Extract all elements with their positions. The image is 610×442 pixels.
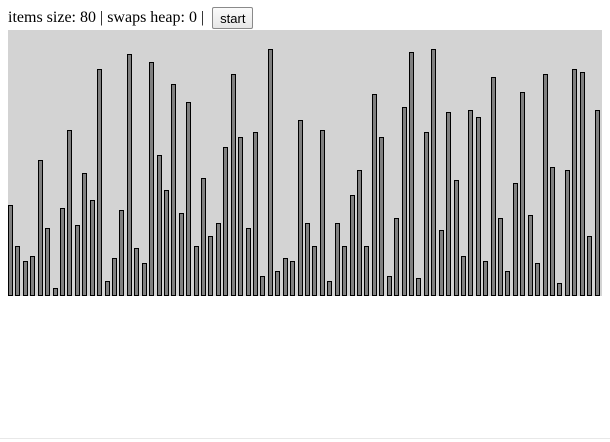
bar-container <box>8 30 602 296</box>
value-bar <box>431 49 436 296</box>
value-bar <box>446 112 451 296</box>
value-bar <box>350 195 355 296</box>
value-bar <box>587 236 592 296</box>
value-bar <box>127 54 132 296</box>
value-bar <box>357 170 362 296</box>
value-bar <box>520 92 525 296</box>
value-bar <box>275 271 280 296</box>
value-bar <box>528 215 533 296</box>
value-bar <box>38 160 43 296</box>
value-bar <box>246 228 251 296</box>
value-bar <box>134 248 139 296</box>
value-bar <box>82 173 87 296</box>
value-bar <box>335 223 340 296</box>
value-bar <box>424 132 429 296</box>
value-bar <box>67 130 72 296</box>
value-bar <box>142 263 147 296</box>
value-bar <box>372 94 377 296</box>
value-bar <box>15 246 20 296</box>
value-bar <box>305 223 310 296</box>
value-bar <box>105 281 110 296</box>
value-bar <box>580 72 585 296</box>
value-bar <box>23 261 28 296</box>
toolbar-separator: | <box>99 9 104 26</box>
value-bar <box>327 281 332 296</box>
value-bar <box>164 190 169 296</box>
value-bar <box>491 77 496 296</box>
items-size-label: items size: <box>8 9 76 26</box>
value-bar <box>45 228 50 296</box>
value-bar <box>364 246 369 296</box>
value-bar <box>454 180 459 296</box>
value-bar <box>461 256 466 296</box>
value-bar <box>208 236 213 296</box>
value-bar <box>535 263 540 296</box>
value-bar <box>342 246 347 296</box>
value-bar <box>409 52 414 296</box>
toolbar: items size: 80 | swaps heap: 0 | start <box>8 6 254 30</box>
value-bar <box>112 258 117 296</box>
sort-visualization-canvas <box>8 30 602 296</box>
value-bar <box>483 261 488 296</box>
value-bar <box>379 137 384 296</box>
swaps-heap-label: swaps heap: <box>107 9 185 26</box>
start-button[interactable]: start <box>212 7 254 29</box>
value-bar <box>75 225 80 296</box>
value-bar <box>8 205 13 296</box>
value-bar <box>312 246 317 296</box>
value-bar <box>439 230 444 296</box>
value-bar <box>119 210 124 296</box>
toolbar-separator-2: | <box>200 9 205 26</box>
value-bar <box>505 271 510 296</box>
value-bar <box>238 137 243 296</box>
value-bar <box>260 276 265 296</box>
value-bar <box>149 62 154 296</box>
value-bar <box>298 120 303 296</box>
value-bar <box>194 246 199 296</box>
value-bar <box>498 218 503 296</box>
value-bar <box>572 69 577 296</box>
value-bar <box>513 183 518 296</box>
value-bar <box>416 278 421 296</box>
value-bar <box>90 200 95 296</box>
value-bar <box>231 74 236 296</box>
value-bar <box>186 102 191 296</box>
value-bar <box>543 74 548 296</box>
items-size-value: 80 <box>79 9 96 26</box>
value-bar <box>223 147 228 296</box>
value-bar <box>201 178 206 296</box>
value-bar <box>253 132 258 296</box>
value-bar <box>60 208 65 296</box>
value-bar <box>565 170 570 296</box>
swaps-heap-value: 0 <box>188 9 197 26</box>
value-bar <box>320 130 325 296</box>
page-bottom-divider <box>0 438 610 439</box>
value-bar <box>468 110 473 296</box>
value-bar <box>550 167 555 296</box>
value-bar <box>283 258 288 296</box>
value-bar <box>30 256 35 296</box>
value-bar <box>595 110 600 296</box>
value-bar <box>387 276 392 296</box>
value-bar <box>402 107 407 296</box>
value-bar <box>290 261 295 296</box>
value-bar <box>157 155 162 296</box>
value-bar <box>97 69 102 296</box>
value-bar <box>53 288 58 296</box>
value-bar <box>179 213 184 296</box>
value-bar <box>268 49 273 296</box>
value-bar <box>557 283 562 296</box>
value-bar <box>394 218 399 296</box>
value-bar <box>476 117 481 296</box>
value-bar <box>171 84 176 296</box>
value-bar <box>216 223 221 296</box>
